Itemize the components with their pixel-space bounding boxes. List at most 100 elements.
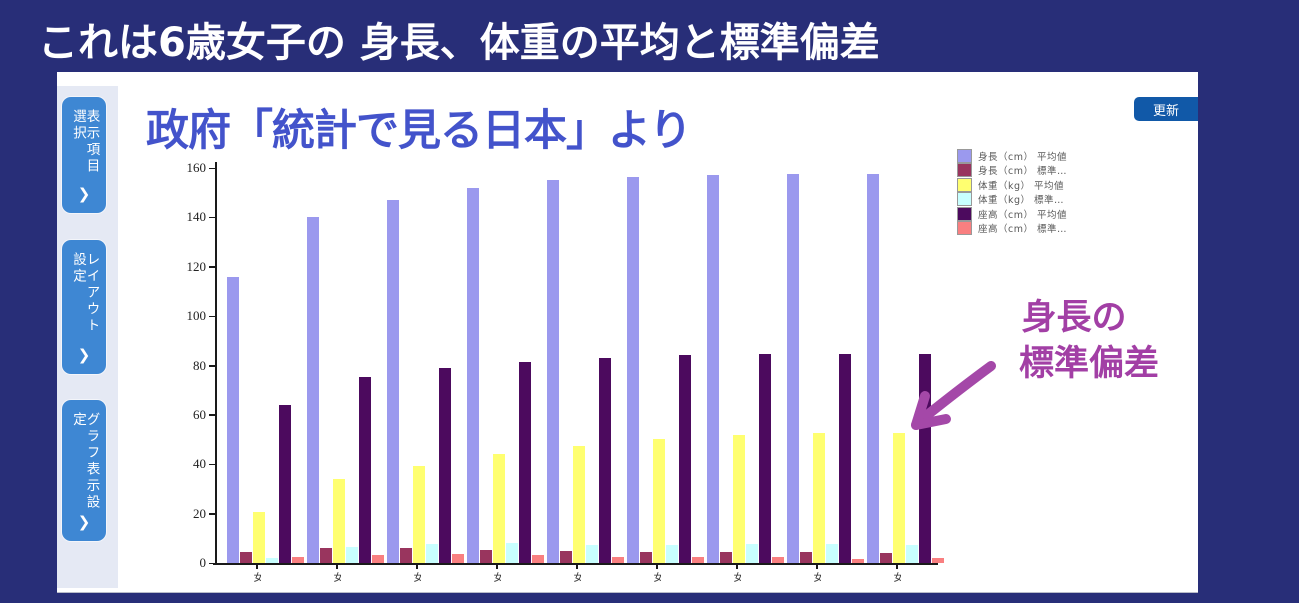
sidebar-tab-layout-settings[interactable]: レイアウト設定 ❯ xyxy=(62,240,106,374)
bar xyxy=(800,552,812,563)
sidebar-tab-label: レイアウト設定 xyxy=(70,252,100,335)
chevron-right-icon: ❯ xyxy=(77,185,91,203)
bar xyxy=(452,554,464,563)
legend-item: 座高（cm） 平均値 xyxy=(957,206,1067,221)
bar xyxy=(320,548,332,563)
x-axis-tick xyxy=(656,563,658,569)
bar xyxy=(612,556,624,563)
y-axis-tick xyxy=(209,216,216,219)
bar xyxy=(519,361,531,563)
bar xyxy=(679,355,691,563)
x-axis-tick xyxy=(256,563,258,569)
bar xyxy=(720,552,732,563)
x-axis-tick-label: 女 xyxy=(651,572,661,582)
source-note: 政府「統計で見る日本」より xyxy=(146,106,692,156)
legend-item: 身長（cm） 平均値 xyxy=(957,148,1067,163)
annotation-text: 身長の 標準偏差 xyxy=(948,296,1200,387)
bar xyxy=(413,466,425,563)
annotation-arrow-icon xyxy=(911,361,996,430)
legend-label: 座高（cm） 平均値 xyxy=(978,209,1067,221)
bar xyxy=(266,557,278,563)
y-axis-tick-label: 0 xyxy=(199,555,207,570)
bar xyxy=(586,544,598,563)
bar xyxy=(932,558,944,563)
y-axis-tick xyxy=(209,365,216,367)
y-axis-tick-label: 20 xyxy=(193,505,206,521)
sidebar-tab-label: 表示項目選択 xyxy=(70,109,100,175)
y-axis-tick-label: 80 xyxy=(193,357,206,373)
x-axis-tick-label: 女 xyxy=(891,572,901,582)
bar xyxy=(906,544,918,563)
bar xyxy=(852,558,864,563)
legend-label: 身長（cm） 標準… xyxy=(978,166,1067,177)
y-axis-tick-label: 140 xyxy=(186,209,207,225)
legend-swatch xyxy=(957,148,972,163)
chart-legend: 身長（cm） 平均値 身長（cm） 標準… 体重（kg） 平均値 体重（kg） 標準…… xyxy=(957,148,1067,235)
bar xyxy=(547,180,559,563)
bar xyxy=(439,368,451,563)
bar xyxy=(480,550,492,563)
bar xyxy=(867,173,879,563)
x-axis-tick xyxy=(416,563,418,569)
bar xyxy=(640,551,652,563)
update-button[interactable]: 更新 xyxy=(1134,97,1198,121)
bar xyxy=(253,511,265,563)
y-axis-tick xyxy=(209,463,216,466)
y-axis-tick-label: 120 xyxy=(186,258,207,274)
y-axis-tick xyxy=(209,266,216,268)
legend-label: 身長（cm） 平均値 xyxy=(978,151,1067,163)
bar xyxy=(839,353,851,563)
x-axis-tick xyxy=(576,563,578,569)
x-axis-tick xyxy=(336,563,338,569)
banner-title: これは6歳女子の 身長、体重の平均と標準偏差 xyxy=(38,20,880,66)
bar xyxy=(532,554,544,563)
chevron-right-icon: ❯ xyxy=(77,346,91,364)
sidebar-tab-display-items[interactable]: 表示項目選択 ❯ xyxy=(62,97,106,213)
bar xyxy=(506,543,518,563)
chevron-right-icon: ❯ xyxy=(77,513,91,531)
legend-swatch xyxy=(957,206,972,221)
legend-item: 身長（cm） 標準… xyxy=(957,163,1067,177)
annotation-line2: 標準偏差 xyxy=(1018,343,1159,384)
bar xyxy=(627,176,639,563)
legend-label: 体重（kg） 標準… xyxy=(978,195,1065,206)
bar xyxy=(666,544,678,563)
bar xyxy=(372,555,384,563)
x-axis-tick-label: 女 xyxy=(571,572,581,582)
bar xyxy=(426,544,438,563)
bar xyxy=(307,217,319,563)
legend-swatch xyxy=(957,163,972,177)
x-axis-tick xyxy=(736,563,738,569)
bar xyxy=(560,550,572,563)
bar xyxy=(346,546,358,563)
bar xyxy=(772,557,784,563)
x-axis-tick-label: 女 xyxy=(731,572,741,582)
bar xyxy=(227,277,239,563)
y-axis-tick-label: 160 xyxy=(186,160,207,175)
legend-swatch xyxy=(957,192,972,206)
legend-swatch xyxy=(957,221,972,235)
bar xyxy=(333,479,345,563)
y-axis-tick-label: 60 xyxy=(193,406,206,422)
legend-item: 座高（cm） 標準… xyxy=(957,221,1067,235)
x-axis-tick xyxy=(496,563,498,569)
x-axis-line xyxy=(213,563,938,565)
bar xyxy=(653,438,665,563)
bar xyxy=(707,174,719,563)
legend-label: 体重（kg） 平均値 xyxy=(978,180,1065,192)
bar xyxy=(759,354,771,563)
y-axis-tick xyxy=(209,513,216,515)
legend-item: 体重（kg） 平均値 xyxy=(957,177,1067,192)
y-axis-tick xyxy=(209,315,216,318)
sidebar-tab-graph-display-settings[interactable]: グラフ表示設定 ❯ xyxy=(62,400,106,541)
y-axis-line xyxy=(215,162,217,564)
bar xyxy=(493,454,505,563)
x-axis-tick-label: 女 xyxy=(811,572,821,582)
bar xyxy=(746,543,758,563)
bar xyxy=(359,376,371,563)
bar xyxy=(279,404,291,563)
bar xyxy=(240,552,252,563)
x-axis-tick-label: 女 xyxy=(251,572,261,582)
y-axis-tick-label: 100 xyxy=(186,308,207,324)
